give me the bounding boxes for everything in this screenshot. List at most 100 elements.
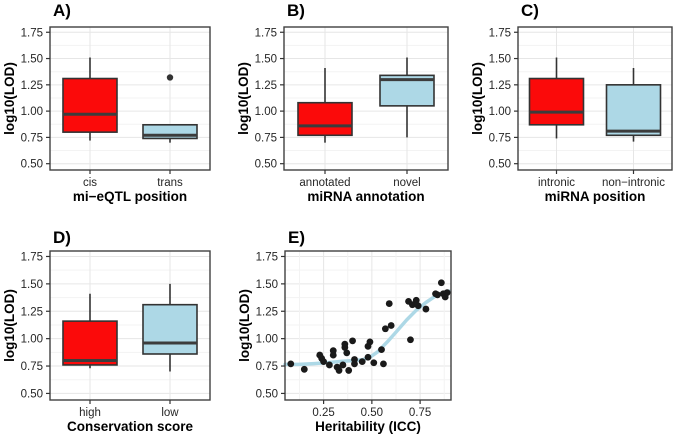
x-category-label: annotated [299,177,350,189]
boxplot-mirna-annotation: 0.50 0.75 1.00 1.25 1.50 1.75 annotated novelmi… [236,1,449,204]
scatter-point [287,360,295,368]
y-tick-label: 1.25 [489,80,511,92]
x-tick-label: 0.50 [361,407,383,419]
scatter-point [422,305,430,313]
x-category-label: intronic [538,177,575,189]
panel-letter: B) [287,1,305,20]
y-axis-title: log10(LOD) [2,289,17,362]
y-tick-label: 0.50 [21,159,43,171]
x-category-label: low [161,407,179,419]
scatter-point [343,349,351,357]
x-category-label: cis [83,177,97,189]
scatter-point [320,358,328,366]
boxplot-conservation-score: 0.50 0.75 1.00 1.25 1.50 1.75 high lowConservat… [2,228,211,434]
box-non−intronic [605,84,662,137]
scatter-point [351,360,358,368]
scatter-point [345,367,353,374]
scatter-point [408,301,416,309]
panel-e: 0.50 0.75 1.00 1.25 1.50 1.75 0.25 0.50 0.75 Heri… [230,218,512,437]
y-tick-label: 1.50 [256,279,278,291]
y-tick-label: 1.50 [21,279,43,291]
scatter-point [349,337,356,345]
y-tick-label: 0.75 [489,132,511,144]
panel-c: 0.50 0.75 1.00 1.25 1.50 1.75 intronic non−intr… [458,0,685,218]
scatter-point [341,344,349,351]
box-intronic [528,77,585,126]
y-axis-title: log10(LOD) [236,62,251,135]
panel-letter: E) [288,228,305,247]
y-tick-label: 1.75 [21,251,43,263]
y-tick-label: 0.75 [255,132,277,144]
panel-letter: D) [53,228,71,247]
box-annotated [297,101,353,137]
panel-d: 0.50 0.75 1.00 1.25 1.50 1.75 high low Conservat… [0,218,228,437]
boxplot-mi-eqtl-position: 0.50 0.75 1.00 1.25 1.50 1.75 cis transmi−eQTL … [2,1,211,204]
y-tick-label: 0.50 [489,159,511,171]
y-tick-label: 0.50 [256,388,278,400]
y-tick-label: 1.00 [21,106,43,118]
scatter-heritability: 0.500.751.001.251.501.750.25 0.50 0.75Heri… [237,228,452,434]
y-tick-label: 1.00 [255,106,277,118]
x-category-label: trans [157,177,183,189]
y-tick-label: 1.50 [255,54,277,66]
x-tick-label: 0.25 [312,407,334,419]
y-tick-label: 1.25 [21,80,43,92]
x-axis-title: miRNA position [545,189,646,204]
y-tick-label: 1.00 [489,106,511,118]
x-axis-title: mi−eQTL position [73,189,187,204]
panel-border [49,250,211,401]
scatter-point [385,300,393,307]
scatter-point [300,365,308,373]
panel-a: 0.50 0.75 1.00 1.25 1.50 1.75 cis trans mi−eQTL … [0,0,228,218]
scatter-point [370,359,378,367]
scatter-point [366,338,374,346]
scatter-point [378,346,385,354]
x-category-label: high [79,407,101,419]
y-tick-label: 1.75 [489,27,511,39]
y-tick-label: 1.50 [21,54,43,66]
scatter-point [407,336,414,344]
scatter-point [434,291,441,299]
scatter-point [358,358,366,366]
x-axis-title: Heritability (ICC) [315,419,421,434]
x-category-label: non−intronic [602,177,665,189]
scatter-point [364,353,372,361]
boxplot-mirna-position: 0.50 0.75 1.00 1.25 1.50 1.75 intronic non−intr… [470,1,673,204]
x-tick-label: 0.75 [409,407,431,419]
panel-letter: A) [53,1,71,20]
scatter-point [414,302,422,310]
scatter-point [339,361,347,369]
y-tick-label: 1.50 [489,54,511,66]
y-tick-label: 0.75 [256,361,278,373]
scatter-point [387,322,395,329]
panel-b: 0.50 0.75 1.00 1.25 1.50 1.75 annotated novel mi… [228,0,458,218]
scatter-point [335,367,343,374]
scatter-point [380,360,387,368]
x-axis-title: Conservation score [67,419,194,434]
y-axis-title: log10(LOD) [470,62,485,135]
y-tick-label: 1.75 [256,251,278,263]
y-tick-label: 1.00 [21,334,43,346]
x-category-label: novel [393,177,421,189]
y-tick-label: 1.75 [255,27,277,39]
y-tick-label: 0.50 [255,159,277,171]
y-tick-label: 0.50 [21,388,43,400]
scatter-point [412,296,420,304]
scatter-point [437,279,445,287]
panel-border [49,26,211,171]
scatter-point [443,289,451,297]
y-tick-label: 1.75 [21,27,43,39]
box-low [142,303,198,355]
scatter-point [381,325,389,333]
y-tick-label: 1.00 [256,334,278,346]
box-high [62,320,118,366]
outlier-point [166,74,174,81]
y-tick-label: 0.75 [21,132,43,144]
panel-border [283,26,449,171]
y-tick-label: 1.25 [255,80,277,92]
panel-border [517,26,673,171]
y-axis-title: log10(LOD) [2,62,17,135]
box-cis [62,77,118,133]
y-tick-label: 1.25 [256,306,278,318]
